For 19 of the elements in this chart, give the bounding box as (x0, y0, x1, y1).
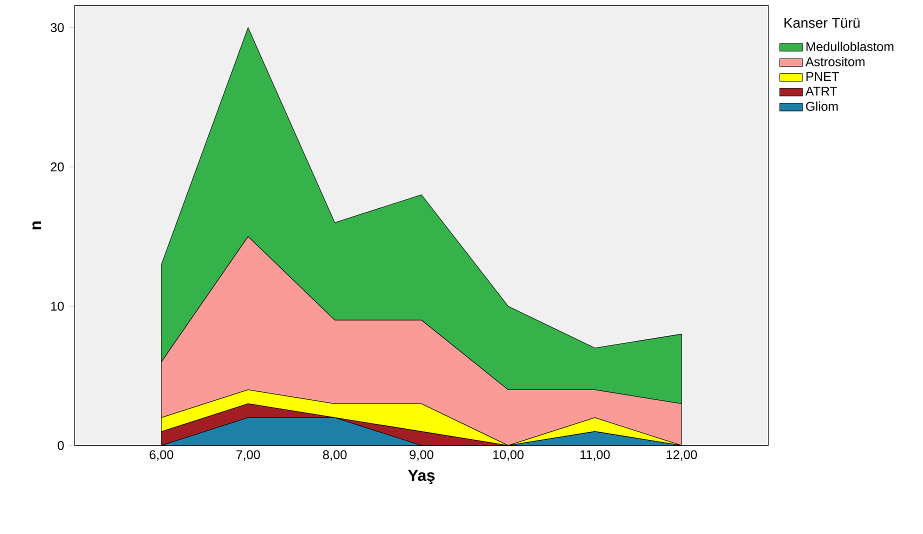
x-axis-title: Yaş (408, 470, 435, 484)
x-tick-label: 10,00 (493, 450, 524, 461)
legend-label: PNET (806, 72, 839, 82)
x-tick-label: 7,00 (236, 450, 260, 461)
x-tick-label: 9,00 (410, 450, 434, 461)
x-tick-label: 8,00 (323, 450, 347, 461)
legend-title: Kanser Türü (784, 18, 860, 28)
y-tick-label: 0 (58, 441, 64, 450)
y-tick-label: 20 (50, 162, 64, 172)
legend-label: Medulloblastom (806, 42, 894, 52)
x-tick-label: 6,00 (150, 450, 174, 461)
x-tick-label: 11,00 (580, 450, 610, 461)
y-tick-label: 10 (51, 302, 64, 311)
legend-label: ATRT (805, 87, 838, 96)
x-tick-label: 12,00 (666, 450, 697, 461)
y-tick-label: 30 (50, 23, 64, 32)
legend-label: Astrositom (805, 57, 864, 66)
y-axis-title: n (32, 222, 42, 230)
legend-label: Gliom (806, 102, 838, 112)
